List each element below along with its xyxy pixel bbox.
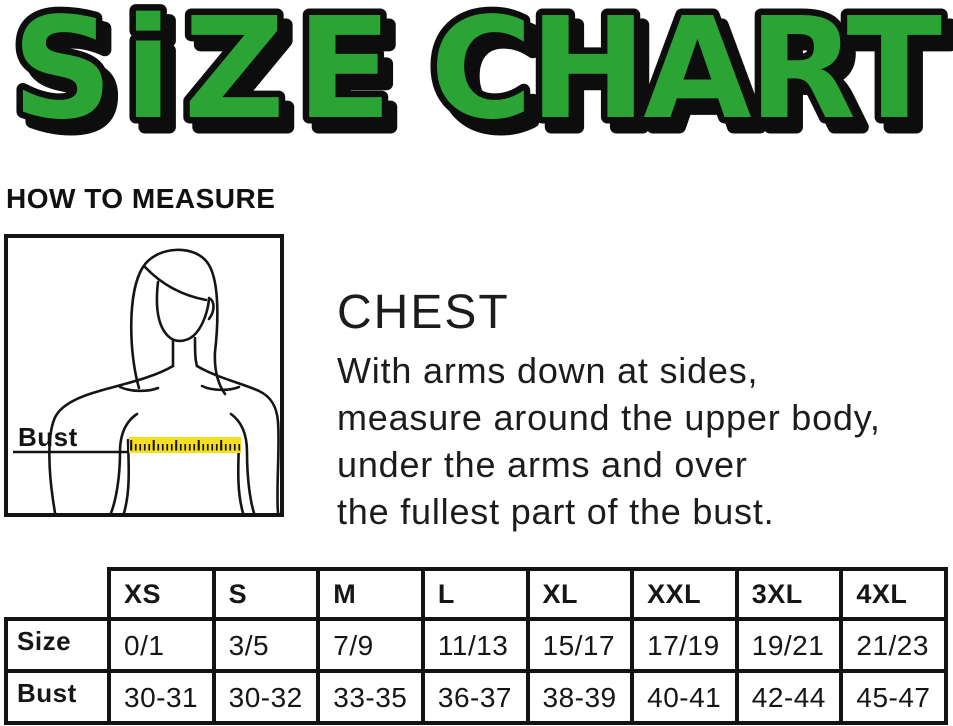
title-word-chart-shadow: CHART [439, 0, 951, 160]
woman-figure-illustration: Bust [13, 248, 280, 515]
column-header-xxl: XXL [630, 567, 739, 621]
measuring-tape-graphic [129, 437, 241, 453]
woman-line-art [48, 248, 280, 515]
instruction-line: With arms down at sides, [337, 350, 759, 391]
title-word-size-shadow: SiZE [21, 0, 401, 160]
bust-value-cell: 40-41 [630, 669, 739, 725]
size-value-cell: 19/21 [734, 617, 844, 673]
bust-value-cell: 33-35 [316, 669, 425, 725]
table-corner-empty-cell [6, 569, 109, 619]
left-inner-arm-line [109, 412, 139, 515]
column-header-3xl: 3XL [734, 567, 844, 621]
ear-outline [207, 296, 215, 321]
size-value-cell: 3/5 [211, 617, 321, 673]
row-label-size: Size [4, 617, 111, 673]
size-chart-title: SiZE CHART SiZE CHART [6, 0, 953, 160]
chest-instructions: CHEST With arms down at sides, measure a… [337, 286, 881, 535]
table-row-bust: Bust 30-31 30-32 33-35 36-37 38-39 40-41… [4, 669, 948, 725]
right-shoulder-arm-line [195, 364, 280, 515]
column-header-l: L [420, 567, 530, 621]
size-table-container: XS S M L XL XXL 3XL 4XL Size 0/1 3/5 7/9… [4, 567, 948, 725]
size-value-cell: 15/17 [525, 617, 635, 673]
bust-value-cell: 30-31 [107, 669, 216, 725]
neck-right-line [193, 336, 199, 368]
bust-value-cell: 42-44 [734, 669, 844, 725]
title-word-size: SiZE [12, 0, 392, 151]
left-shoulder-arm-line [48, 364, 175, 515]
table-header-row: XS S M L XL XXL 3XL 4XL [6, 567, 948, 621]
hair-fringe-line [143, 265, 208, 302]
size-value-cell: 21/23 [839, 617, 948, 673]
size-value-cell: 11/13 [420, 617, 530, 673]
column-header-m: M [316, 567, 425, 621]
column-header-xs: XS [107, 567, 216, 621]
bust-value-cell: 45-47 [839, 669, 948, 725]
instruction-line: under the arms and over [337, 444, 748, 485]
chest-heading: CHEST [337, 286, 510, 339]
hair-outline [129, 248, 227, 396]
row-label-bust: Bust [4, 669, 111, 725]
size-value-cell: 0/1 [107, 617, 216, 673]
right-inner-arm-line [229, 412, 256, 515]
column-header-s: S [211, 567, 321, 621]
table-row-size: Size 0/1 3/5 7/9 11/13 15/17 17/19 19/21… [4, 617, 948, 673]
size-table: XS S M L XL XXL 3XL 4XL Size 0/1 3/5 7/9… [4, 567, 948, 725]
face-outline [155, 280, 211, 343]
bust-value-cell: 30-32 [211, 669, 321, 725]
bust-label: Bust [18, 422, 78, 452]
size-value-cell: 17/19 [630, 617, 739, 673]
title-word-chart: CHART [430, 0, 942, 151]
size-value-cell: 7/9 [316, 617, 425, 673]
bust-value-cell: 38-39 [525, 669, 635, 725]
measuring-tape-large-ticks [129, 437, 241, 453]
bust-value-cell: 36-37 [420, 669, 530, 725]
left-collarbone-line [118, 385, 160, 393]
instruction-line: the fullest part of the bust. [337, 491, 775, 532]
how-to-measure-heading: HOW TO MEASURE [6, 183, 276, 214]
column-header-xl: XL [525, 567, 635, 621]
column-header-4xl: 4XL [839, 567, 948, 621]
left-torso-line [122, 438, 131, 515]
measurement-figure-box: Bust [4, 234, 284, 517]
instruction-line: measure around the upper body, [337, 397, 881, 438]
instruction-lines: With arms down at sides, measure around … [337, 347, 881, 535]
right-collarbone-line [200, 384, 241, 392]
